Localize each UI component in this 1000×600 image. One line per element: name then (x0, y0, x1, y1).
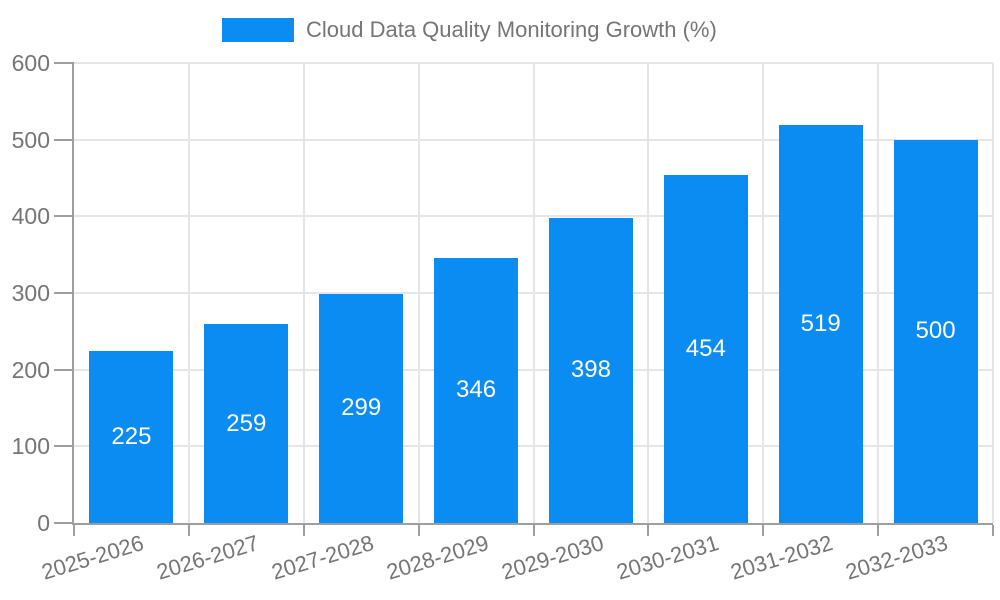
y-tick-mark (54, 292, 74, 294)
x-tick-mark (992, 525, 994, 536)
x-tick-mark (73, 525, 75, 536)
x-tick-mark (762, 525, 765, 536)
v-gridline (532, 63, 535, 523)
x-tick-label: 2030-2031 (613, 530, 722, 585)
legend: Cloud Data Quality Monitoring Growth (%) (222, 17, 717, 43)
x-tick-label: 2032-2033 (842, 530, 951, 585)
y-tick-label: 100 (11, 433, 50, 460)
v-gridline (417, 63, 420, 523)
y-tick-label: 600 (11, 50, 50, 76)
legend-swatch (222, 18, 294, 43)
v-gridline (877, 63, 880, 523)
bar-value-label: 225 (111, 422, 152, 450)
bar-value-label: 259 (226, 409, 267, 437)
bar-value-label: 398 (570, 356, 611, 384)
y-tick-mark (54, 138, 74, 141)
x-tick-label: 2031-2032 (728, 530, 836, 585)
y-tick-label: 500 (11, 126, 50, 153)
x-tick-mark (417, 525, 420, 536)
y-tick-mark (54, 368, 74, 371)
x-tick-mark (302, 525, 305, 536)
bar: 259 (204, 324, 289, 523)
y-axis-line (72, 63, 74, 525)
x-tick-label: 2029-2030 (498, 530, 607, 585)
x-tick-label: 2025-2026 (38, 530, 147, 585)
v-gridline (762, 63, 765, 523)
legend-label: Cloud Data Quality Monitoring Growth (%) (306, 17, 717, 42)
bar-value-label: 299 (341, 394, 382, 422)
bar-value-label: 500 (915, 317, 956, 345)
x-tick-mark (647, 525, 650, 536)
y-tick-label: 300 (11, 280, 50, 306)
bar: 225 (89, 350, 174, 523)
v-gridline (992, 63, 994, 523)
x-tick-mark (877, 525, 880, 536)
bar-value-label: 519 (800, 310, 841, 338)
x-tick-label: 2027-2028 (268, 530, 377, 585)
bar: 519 (778, 125, 863, 523)
bar: 500 (893, 139, 978, 523)
bar: 454 (663, 174, 748, 523)
y-tick-mark (54, 445, 74, 448)
bar: 346 (434, 257, 519, 523)
bar-value-label: 346 (456, 376, 497, 404)
x-tick-mark (532, 525, 535, 536)
y-tick-mark (54, 522, 74, 524)
y-tick-label: 200 (11, 356, 50, 383)
y-tick-label: 400 (11, 203, 50, 230)
bar-value-label: 454 (685, 334, 726, 362)
v-gridline (187, 63, 190, 523)
y-tick-mark (54, 215, 74, 218)
v-gridline (647, 63, 650, 523)
y-tick-mark (54, 62, 74, 64)
x-tick-label: 2028-2029 (383, 530, 492, 585)
v-gridline (302, 63, 305, 523)
x-axis-line (72, 523, 993, 525)
bar: 299 (319, 293, 404, 523)
bar: 398 (548, 217, 633, 523)
x-tick-label: 2026-2027 (153, 530, 262, 585)
x-tick-mark (187, 525, 190, 536)
y-tick-label: 0 (37, 510, 50, 536)
